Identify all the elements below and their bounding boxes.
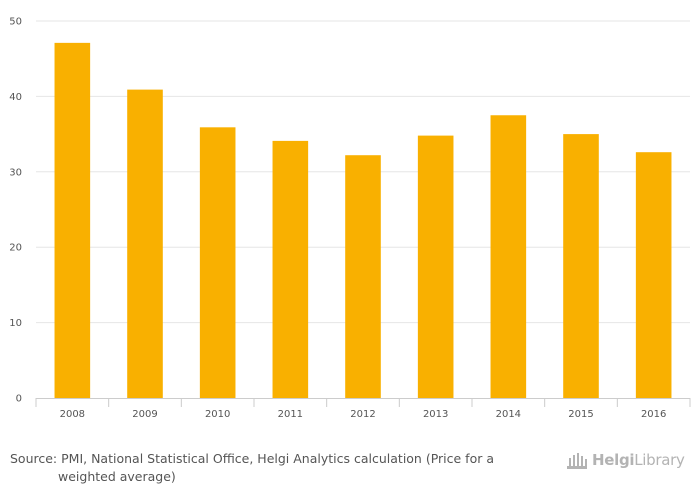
bar — [199, 127, 236, 399]
y-tick-label: 50 — [9, 17, 22, 28]
helgi-library-logo[interactable]: HelgiLibrary — [566, 449, 685, 471]
logo-text: HelgiLibrary — [592, 451, 685, 469]
x-tick-label: 2010 — [205, 409, 230, 420]
bar — [127, 89, 163, 398]
x-tick-label: 2009 — [132, 409, 157, 420]
y-tick-label: 20 — [9, 243, 22, 254]
bar — [490, 115, 527, 398]
x-tick-label: 2014 — [496, 409, 521, 420]
bar — [54, 42, 91, 399]
y-tick-label: 0 — [16, 394, 22, 405]
logo-name-regular: Library — [634, 451, 685, 469]
x-tick-label: 2008 — [60, 409, 85, 420]
bar — [635, 152, 672, 398]
x-tick-label: 2011 — [278, 409, 303, 420]
y-tick-label: 10 — [9, 318, 22, 329]
x-tick-label: 2016 — [641, 409, 666, 420]
bar — [272, 140, 309, 399]
bar — [345, 155, 381, 398]
x-tick-label: 2013 — [423, 409, 448, 420]
bar — [417, 135, 454, 398]
x-tick-label: 2015 — [568, 409, 593, 420]
source-note: Source: PMI, National Statistical Office… — [10, 450, 530, 486]
logo-name-bold: Helgi — [592, 451, 635, 469]
source-line-1: Source: PMI, National Statistical Office… — [10, 451, 494, 466]
bar — [563, 134, 599, 398]
y-tick-label: 40 — [9, 92, 22, 103]
x-tick-label: 2012 — [350, 409, 375, 420]
library-building-icon — [567, 453, 587, 469]
bar-chart: 0 10 20 30 40 50 2008 2009 2010 2011 2012 2013 2014 2… — [9, 17, 691, 420]
y-tick-label: 30 — [9, 167, 22, 178]
source-line-2: weighted average) — [58, 469, 176, 484]
